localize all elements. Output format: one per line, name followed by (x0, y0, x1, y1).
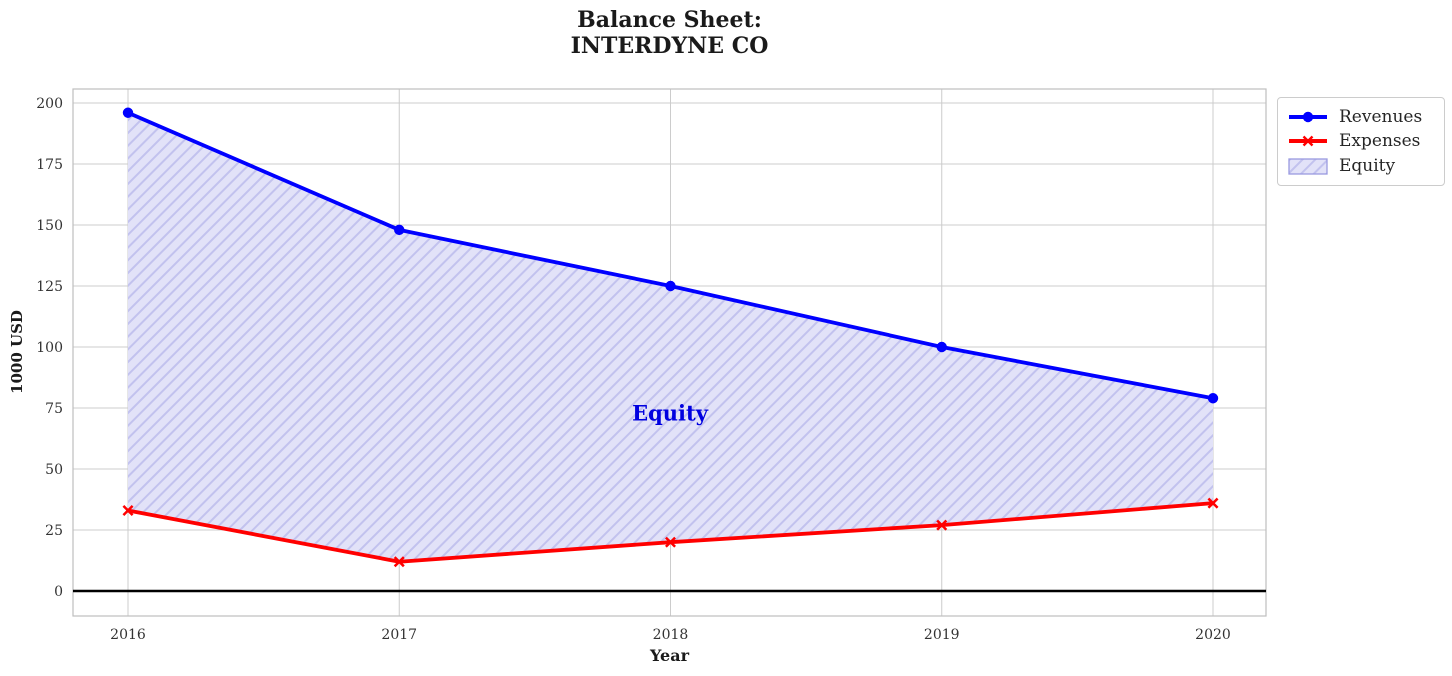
revenues-marker (936, 341, 947, 353)
equity-area-annotation: Equity (632, 400, 708, 426)
revenues-marker (1207, 393, 1219, 404)
expenses-series (122, 497, 1219, 568)
x-tick-label: 2019 (924, 627, 960, 643)
y-tick-label: 175 (36, 157, 63, 173)
chart-title-line2: INTERDYNE CO (570, 33, 769, 59)
x-tick-label: 2016 (110, 627, 146, 643)
expenses-marker (122, 504, 134, 516)
x-tick-label: 2020 (1195, 627, 1231, 643)
revenues-series (122, 107, 1219, 404)
legend-item-revenues: Revenues (1287, 105, 1434, 129)
expenses-line-icon (1289, 136, 1327, 147)
expenses-marker (1207, 497, 1219, 509)
y-axis-label: 1000 USD (8, 310, 26, 394)
y-tick-label: 100 (36, 340, 63, 356)
expenses-marker (936, 519, 948, 531)
chart-title: Balance Sheet: INTERDYNE CO (73, 7, 1266, 59)
chart-title-line1: Balance Sheet: (577, 7, 762, 33)
x-axis-label: Year (649, 646, 689, 665)
revenues-marker (122, 107, 134, 118)
legend-label-expenses: Expenses (1339, 131, 1421, 152)
legend-label-equity: Equity (1339, 155, 1396, 176)
y-tick-label: 200 (36, 96, 63, 112)
expenses-marker (393, 556, 405, 568)
y-tick-label: 150 (36, 218, 63, 234)
expenses-marker (665, 536, 676, 548)
revenues-line-icon (1289, 111, 1327, 123)
plot-frame (72, 88, 1267, 617)
y-tick-label: 75 (45, 401, 63, 417)
tick-labels: 0 25 50 75 100 125 150 175 200 2016 2017 2018 2019 20… (36, 96, 1231, 643)
legend-item-equity: Equity (1287, 154, 1434, 178)
legend: Revenues Expenses Equity (1277, 97, 1445, 186)
y-tick-label: 50 (45, 462, 63, 478)
y-tick-label: 0 (54, 584, 63, 600)
equity-hatch-icon (1288, 158, 1328, 175)
legend-item-expenses: Expenses (1287, 129, 1434, 153)
x-tick-label: 2018 (653, 627, 689, 643)
equity-area (128, 112, 1213, 562)
revenues-marker (394, 224, 405, 236)
y-tick-label: 125 (36, 279, 63, 295)
x-tick-label: 2017 (381, 627, 417, 643)
legend-label-revenues: Revenues (1339, 107, 1423, 128)
y-tick-label: 25 (45, 523, 63, 539)
revenues-marker (665, 280, 676, 292)
